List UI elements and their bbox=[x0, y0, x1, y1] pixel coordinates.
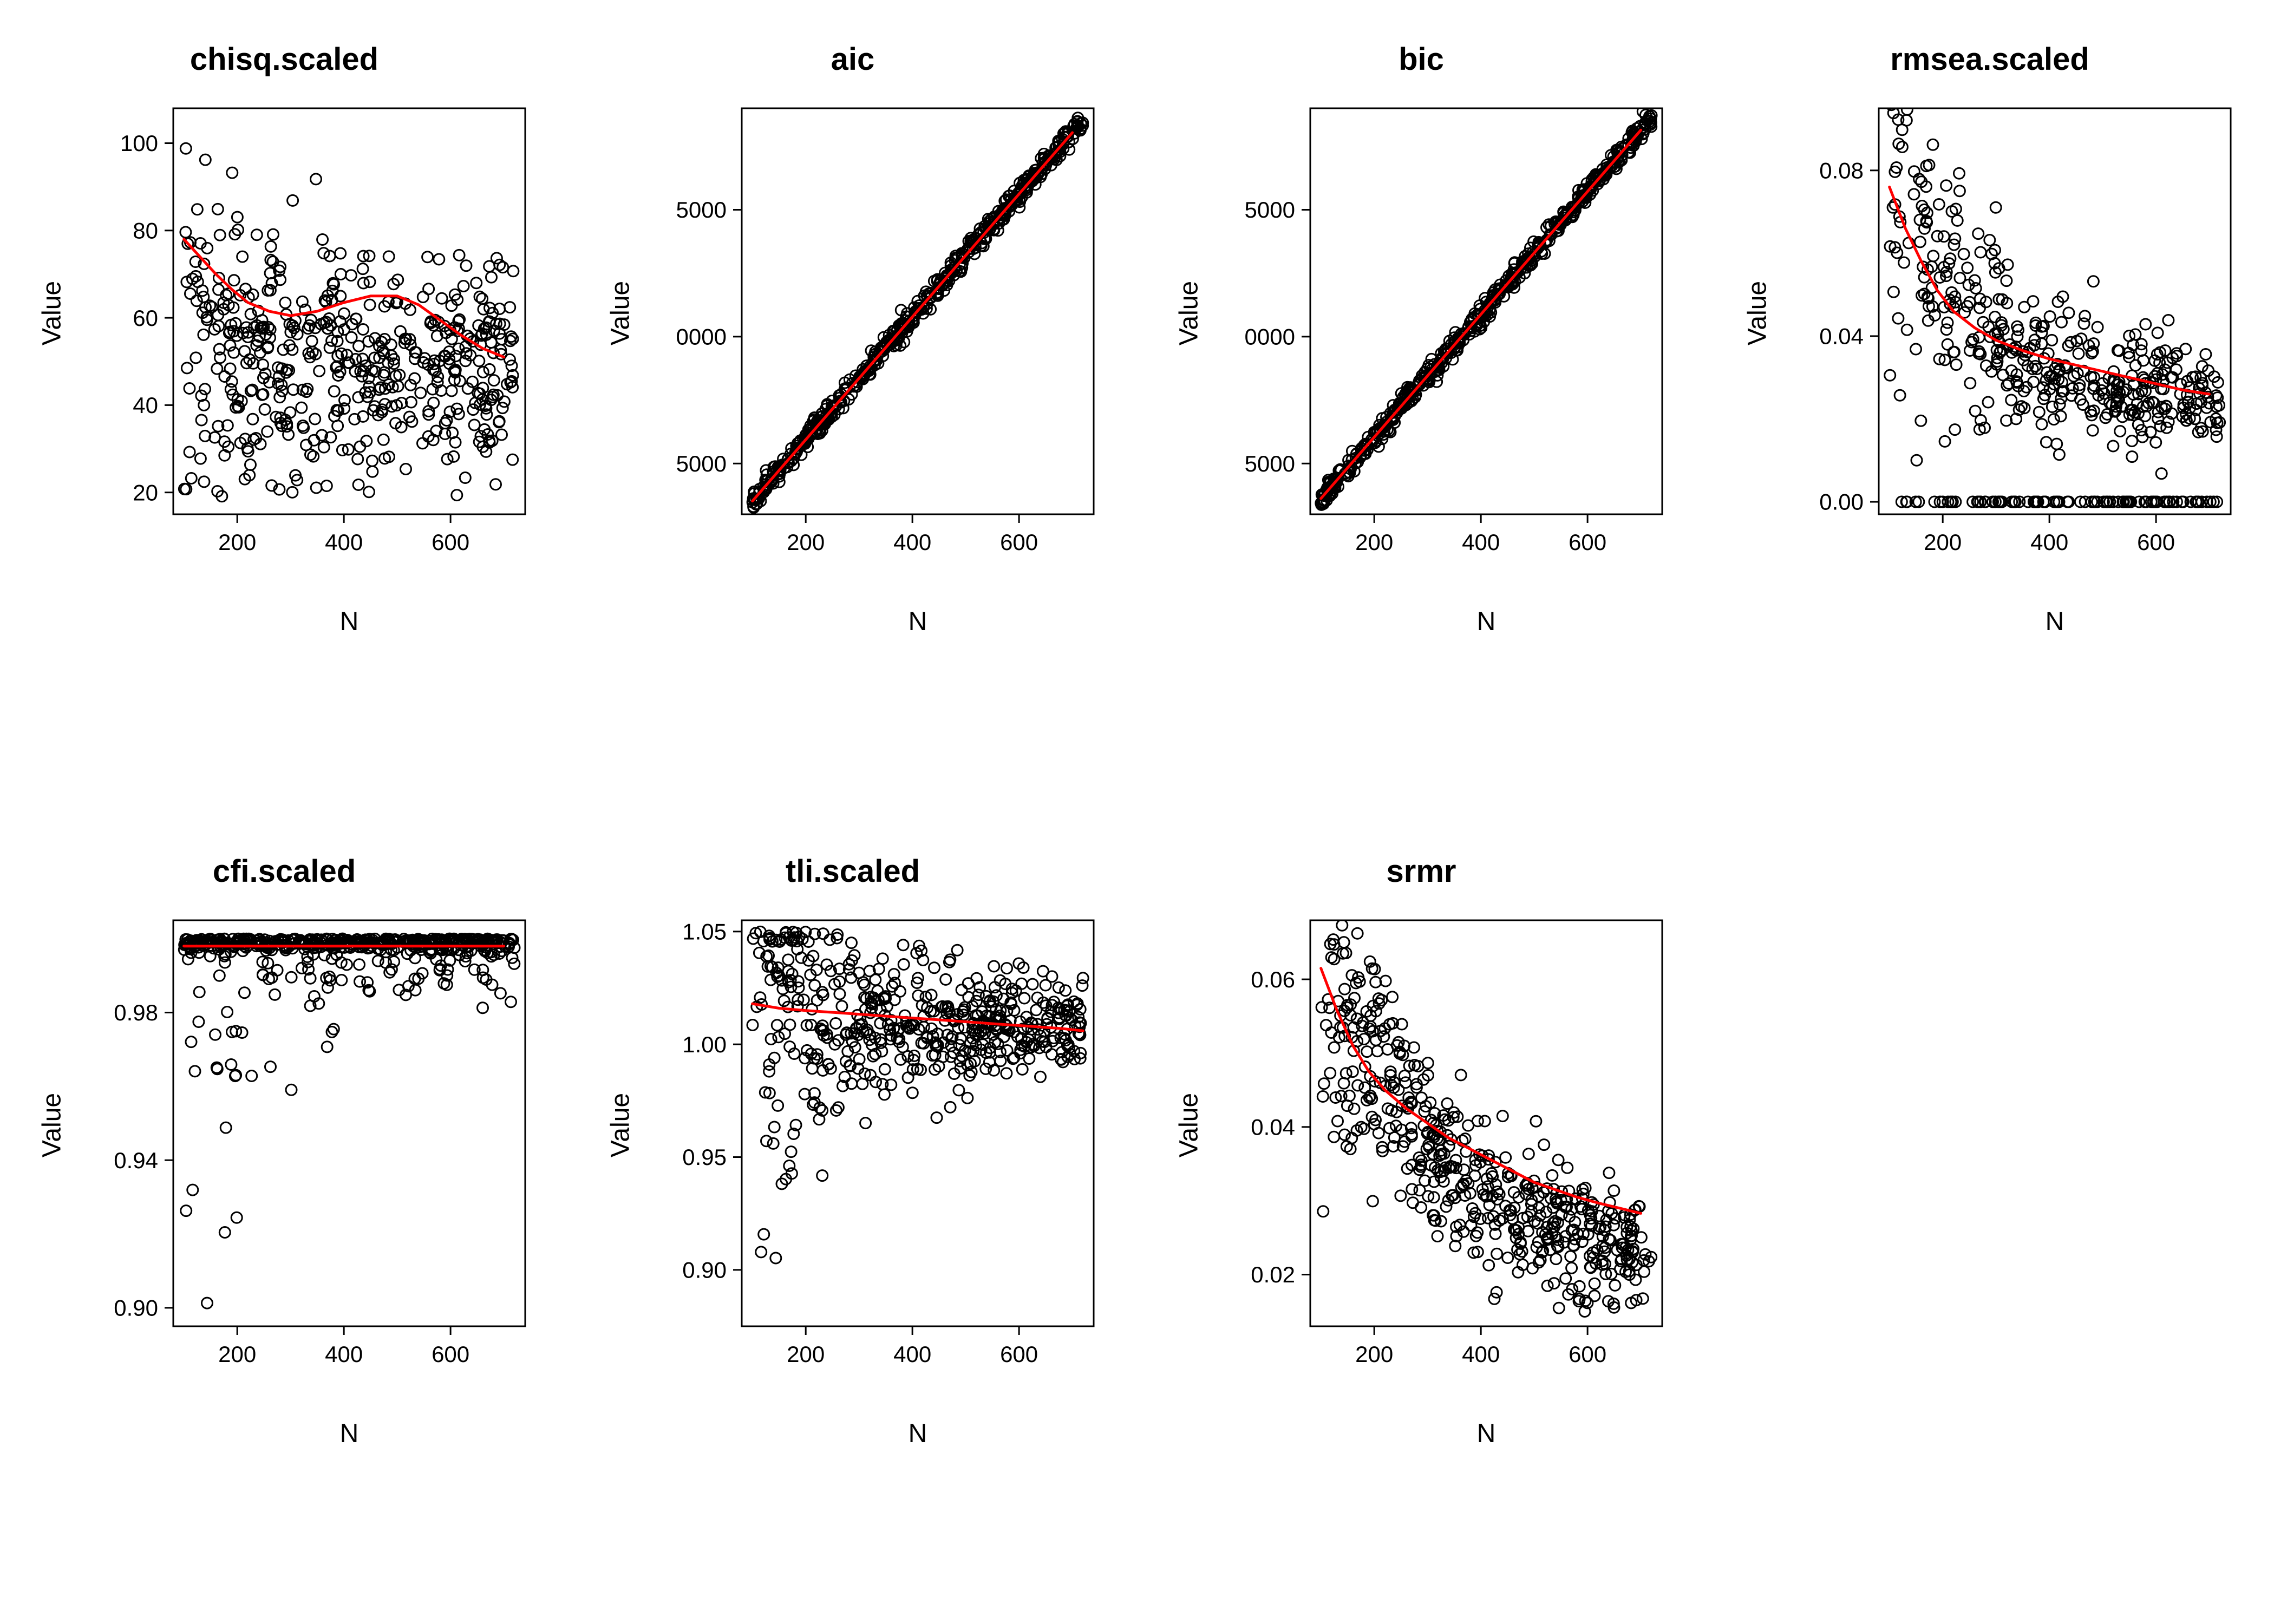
x-tick-label: 600 bbox=[1569, 529, 1606, 555]
y-axis-label: Value bbox=[1743, 270, 1773, 357]
scatter-points bbox=[747, 926, 1088, 1263]
y-tick-label: 15000 bbox=[677, 197, 727, 222]
x-tick-label: 400 bbox=[893, 529, 931, 555]
x-tick-label: 200 bbox=[787, 529, 825, 555]
scatter-points bbox=[1885, 43, 2225, 507]
y-tick-label: 0.90 bbox=[114, 1295, 158, 1321]
plot-area: 20040060050001000015000 bbox=[1310, 108, 1662, 514]
x-tick-label: 400 bbox=[325, 529, 363, 555]
y-tick-label: 5000 bbox=[1245, 451, 1295, 476]
y-tick-label: 0.00 bbox=[1819, 489, 1864, 515]
plot-frame bbox=[173, 920, 525, 1326]
y-tick-label: 0.95 bbox=[682, 1144, 727, 1170]
panel-rmsea-scaled: rmsea.scaledValueN2004006000.000.040.08 bbox=[1706, 0, 2274, 812]
x-tick-label: 600 bbox=[2137, 529, 2175, 555]
x-tick-label: 600 bbox=[1569, 1341, 1606, 1367]
y-tick-label: 0.08 bbox=[1819, 158, 1864, 183]
y-tick-label: 10000 bbox=[677, 324, 727, 350]
x-tick-label: 600 bbox=[432, 1341, 469, 1367]
x-tick-label: 400 bbox=[1462, 529, 1500, 555]
y-axis-label: Value bbox=[37, 270, 67, 357]
plot-area: 2004006000.900.951.001.05 bbox=[742, 920, 1094, 1326]
y-tick-label: 60 bbox=[133, 305, 158, 331]
panel-srmr: srmrValueN2004006000.020.040.06 bbox=[1137, 812, 1706, 1624]
scatter-points bbox=[1316, 855, 1657, 1317]
plot-area: 2004006000.020.040.06 bbox=[1310, 920, 1662, 1326]
y-tick-label: 0.02 bbox=[1251, 1262, 1295, 1287]
y-tick-label: 15000 bbox=[1245, 197, 1295, 222]
x-axis-label: N bbox=[173, 607, 525, 637]
plot-svg: 200 400 600 0.02 0.04 0.06 bbox=[1245, 855, 1727, 1391]
plot-svg: 200 400 600 0.90 0.94 0.98 bbox=[108, 855, 590, 1391]
y-tick-label: 0.94 bbox=[114, 1148, 158, 1173]
x-tick-label: 600 bbox=[1000, 529, 1038, 555]
y-tick-label: 0.04 bbox=[1251, 1115, 1295, 1140]
plot-area: 2004006000.000.040.08 bbox=[1879, 108, 2231, 514]
panel-cfi-scaled: cfi.scaledValueN2004006000.900.940.98 bbox=[0, 812, 568, 1624]
x-tick-label: 600 bbox=[1000, 1341, 1038, 1367]
y-tick-label: 80 bbox=[133, 218, 158, 244]
y-tick-label: 0.04 bbox=[1819, 324, 1864, 349]
x-tick-label: 600 bbox=[432, 529, 469, 555]
x-axis-label: N bbox=[1879, 607, 2231, 637]
y-axis-label: Value bbox=[1174, 1082, 1204, 1169]
empty-cell bbox=[1706, 812, 2274, 1624]
x-axis-label: N bbox=[1310, 1419, 1662, 1449]
x-axis-label: N bbox=[173, 1419, 525, 1449]
plot-area: 20040060020406080100 bbox=[173, 108, 525, 514]
panel-chisq-scaled: chisq.scaledValueN20040060020406080100 bbox=[0, 0, 568, 812]
y-tick-label: 1.00 bbox=[682, 1032, 727, 1057]
x-tick-label: 200 bbox=[787, 1341, 825, 1367]
x-tick-label: 400 bbox=[893, 1341, 931, 1367]
y-tick-label: 10000 bbox=[1245, 324, 1295, 350]
y-tick-label: 100 bbox=[120, 130, 158, 156]
plot-svg: 200 400 600 5000 10000 15000 bbox=[1245, 43, 1727, 579]
y-tick-label: 5000 bbox=[677, 451, 727, 476]
scatter-points bbox=[179, 933, 520, 1308]
y-tick-label: 0.06 bbox=[1251, 967, 1295, 992]
x-tick-label: 400 bbox=[325, 1341, 363, 1367]
panel-tli-scaled: tli.scaledValueN2004006000.900.951.001.0… bbox=[568, 812, 1137, 1624]
x-tick-label: 200 bbox=[218, 1341, 256, 1367]
scatter-points bbox=[179, 143, 519, 502]
y-tick-label: 40 bbox=[133, 392, 158, 418]
x-axis-label: N bbox=[742, 1419, 1094, 1449]
panel-aic: aicValueN20040060050001000015000 bbox=[568, 0, 1137, 812]
y-axis-label: Value bbox=[606, 270, 636, 357]
x-axis-label: N bbox=[742, 607, 1094, 637]
y-tick-label: 20 bbox=[133, 480, 158, 505]
x-tick-label: 200 bbox=[1924, 529, 1962, 555]
x-axis-label: N bbox=[1310, 607, 1662, 637]
plot-svg: 200 400 600 5000 10000 15000 bbox=[677, 43, 1159, 579]
plot-svg: 200 400 600 0.90 0.95 1.00 1.05 bbox=[677, 855, 1159, 1391]
plot-svg: 200 400 600 0.00 0.04 0.08 bbox=[1814, 43, 2274, 579]
loess-line bbox=[753, 133, 1073, 501]
plot-area: 2004006000.900.940.98 bbox=[173, 920, 525, 1326]
y-axis-label: Value bbox=[606, 1082, 636, 1169]
x-tick-label: 400 bbox=[2030, 529, 2068, 555]
y-axis-label: Value bbox=[1174, 270, 1204, 357]
y-axis-label: Value bbox=[37, 1082, 67, 1169]
loess-line bbox=[1321, 130, 1641, 499]
plot-svg: 200 400 600 20 40 60 80 100 bbox=[108, 43, 590, 579]
plot-area: 20040060050001000015000 bbox=[742, 108, 1094, 514]
panel-bic: bicValueN20040060050001000015000 bbox=[1137, 0, 1706, 812]
y-tick-label: 0.98 bbox=[114, 1000, 158, 1025]
x-tick-label: 400 bbox=[1462, 1341, 1500, 1367]
x-tick-label: 200 bbox=[1355, 529, 1393, 555]
x-tick-label: 200 bbox=[1355, 1341, 1393, 1367]
x-tick-label: 200 bbox=[218, 529, 256, 555]
y-tick-label: 0.90 bbox=[682, 1258, 727, 1283]
y-tick-label: 1.05 bbox=[682, 919, 727, 945]
